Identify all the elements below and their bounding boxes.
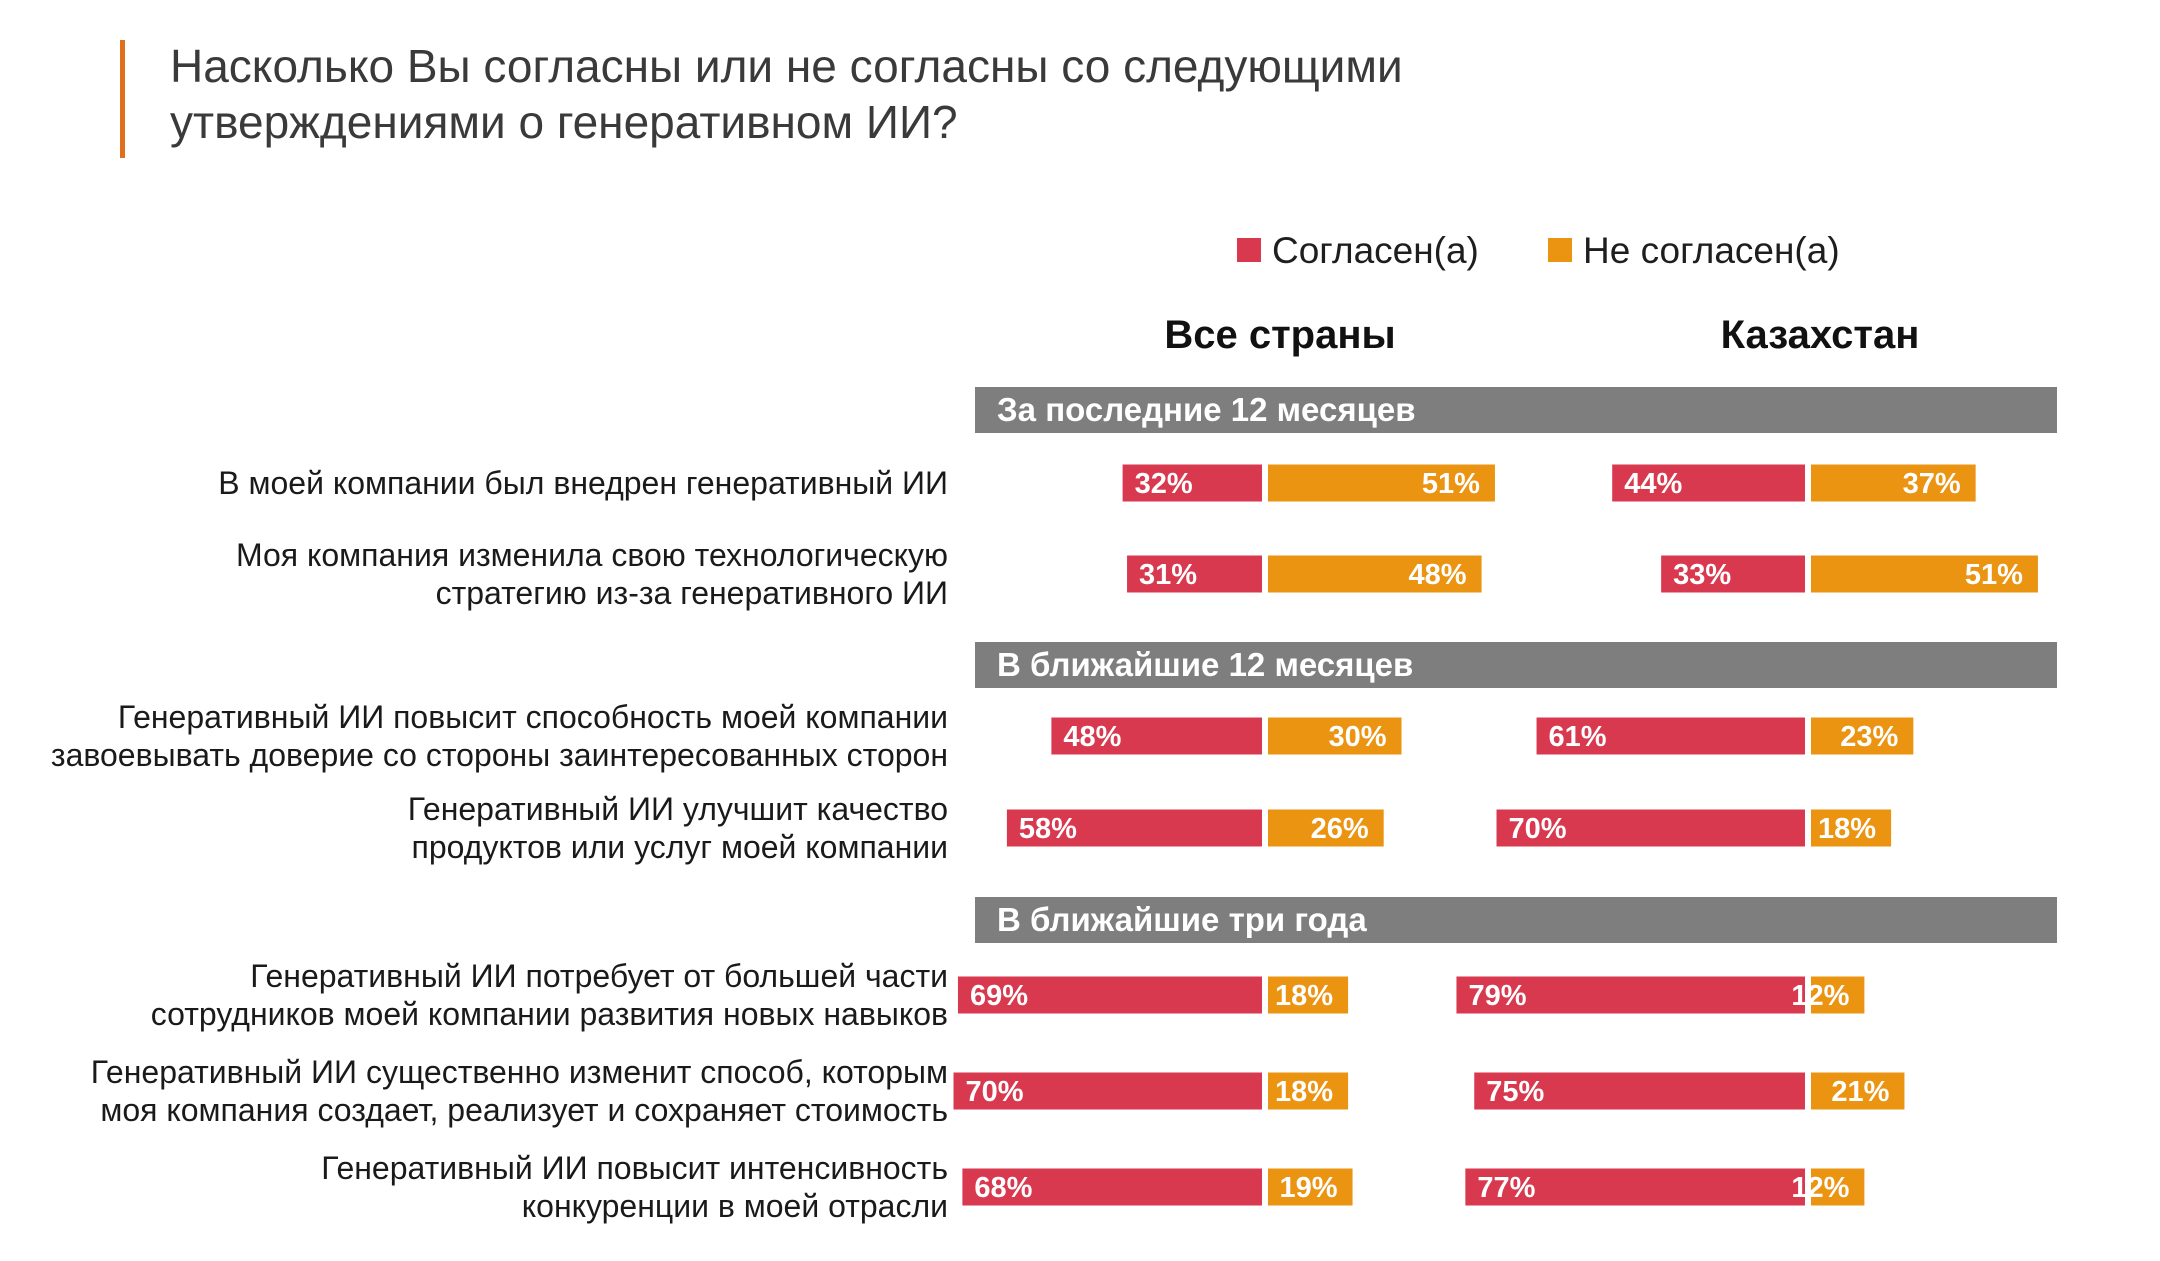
bar-agree [1006, 809, 1262, 847]
bar-label-disagree: 37% [1903, 468, 1961, 500]
bar-agree [1456, 976, 1805, 1014]
bar-label-disagree: 51% [1422, 468, 1480, 500]
page-title-line: утверждениями о генеративном ИИ? [170, 96, 958, 148]
bar-label-agree: 48% [1063, 721, 1121, 753]
section-title: В ближайшие 12 месяцев [997, 646, 1413, 683]
row-label: В моей компании был внедрен генеративный… [218, 465, 948, 501]
page-title-line: Насколько Вы согласны или не согласны со… [170, 40, 1403, 92]
row-label: Генеративный ИИ потребует от большей час… [250, 958, 948, 994]
bar-disagree [1811, 717, 1914, 755]
bar-agree [1612, 464, 1805, 502]
bar-disagree [1811, 1168, 1865, 1206]
bar-disagree [1268, 555, 1482, 593]
bar-disagree [1268, 809, 1384, 847]
bar-label-agree: 77% [1477, 1172, 1535, 1204]
legend-swatch-agree [1237, 238, 1261, 262]
row-label: конкуренции в моей отрасли [522, 1188, 948, 1224]
row-label: завоевывать доверие со стороны заинтерес… [51, 737, 948, 773]
bar-label-agree: 61% [1549, 721, 1607, 753]
section-band [975, 642, 2057, 688]
bar-disagree [1268, 976, 1349, 1014]
bar-label-disagree: 51% [1965, 559, 2023, 591]
bar-label-agree: 69% [970, 980, 1028, 1012]
row-label: Генеративный ИИ повысит способность моей… [118, 699, 948, 735]
bar-agree [1496, 809, 1805, 847]
legend-label: Согласен(а) [1272, 230, 1479, 271]
row-label: Генеративный ИИ повысит интенсивность [321, 1150, 948, 1186]
bar-label-disagree: 23% [1840, 721, 1898, 753]
bar-disagree [1811, 464, 1976, 502]
section-band [975, 387, 2057, 433]
bar-label-disagree: 12% [1791, 980, 1849, 1012]
bar-label-disagree: 18% [1275, 1076, 1333, 1108]
bar-label-agree: 58% [1019, 813, 1077, 845]
bar-disagree [1268, 717, 1402, 755]
title-accent-bar [120, 40, 125, 158]
bar-label-agree: 44% [1624, 468, 1682, 500]
bar-label-agree: 32% [1135, 468, 1193, 500]
bar-agree [1661, 555, 1805, 593]
bar-agree [1465, 1168, 1805, 1206]
bar-disagree [1811, 1072, 1905, 1110]
bar-agree [1122, 464, 1262, 502]
bar-label-agree: 33% [1673, 559, 1731, 591]
bar-agree [957, 976, 1262, 1014]
bar-disagree [1811, 809, 1892, 847]
row-label: Генеративный ИИ улучшит качество [408, 791, 948, 827]
bar-agree [1051, 717, 1262, 755]
bar-label-agree: 70% [1509, 813, 1567, 845]
bar-label-disagree: 21% [1831, 1076, 1889, 1108]
row-label: стратегию из-за генеративного ИИ [436, 575, 948, 611]
bar-label-agree: 75% [1486, 1076, 1544, 1108]
section-title: За последние 12 месяцев [997, 391, 1416, 428]
section-band [975, 897, 2057, 943]
bar-label-agree: 31% [1139, 559, 1197, 591]
bar-label-disagree: 48% [1409, 559, 1467, 591]
bar-agree [1127, 555, 1262, 593]
bar-label-disagree: 26% [1311, 813, 1369, 845]
bar-disagree [1268, 1072, 1349, 1110]
bar-label-disagree: 18% [1275, 980, 1333, 1012]
bar-agree [1474, 1072, 1805, 1110]
page-title: Насколько Вы согласны или не согласны со… [170, 38, 1670, 150]
bar-agree [953, 1072, 1262, 1110]
bar-label-disagree: 12% [1791, 1172, 1849, 1204]
bar-label-disagree: 19% [1280, 1172, 1338, 1204]
bar-label-agree: 68% [974, 1172, 1032, 1204]
row-label: Моя компания изменила свою технологическ… [236, 537, 948, 573]
section-title: В ближайшие три года [997, 901, 1367, 938]
legend-label: Не согласен(а) [1583, 230, 1840, 271]
row-label: сотрудников моей компании развития новых… [151, 996, 948, 1032]
row-label: моя компания создает, реализует и сохран… [100, 1092, 948, 1128]
bar-disagree [1811, 976, 1865, 1014]
bar-label-agree: 70% [966, 1076, 1024, 1108]
bar-disagree [1268, 464, 1495, 502]
row-label: Генеративный ИИ существенно изменит спос… [91, 1054, 948, 1090]
panel-title: Все страны [1164, 313, 1395, 357]
bar-disagree [1811, 555, 2038, 593]
row-label: продуктов или услуг моей компании [412, 829, 948, 865]
bar-agree [962, 1168, 1262, 1206]
bar-label-disagree: 18% [1818, 813, 1876, 845]
bar-agree [1536, 717, 1805, 755]
panel-title: Казахстан [1721, 313, 1920, 357]
bar-label-disagree: 30% [1328, 721, 1386, 753]
legend-swatch-disagree [1548, 238, 1572, 262]
bar-disagree [1268, 1168, 1353, 1206]
bar-label-agree: 79% [1468, 980, 1526, 1012]
